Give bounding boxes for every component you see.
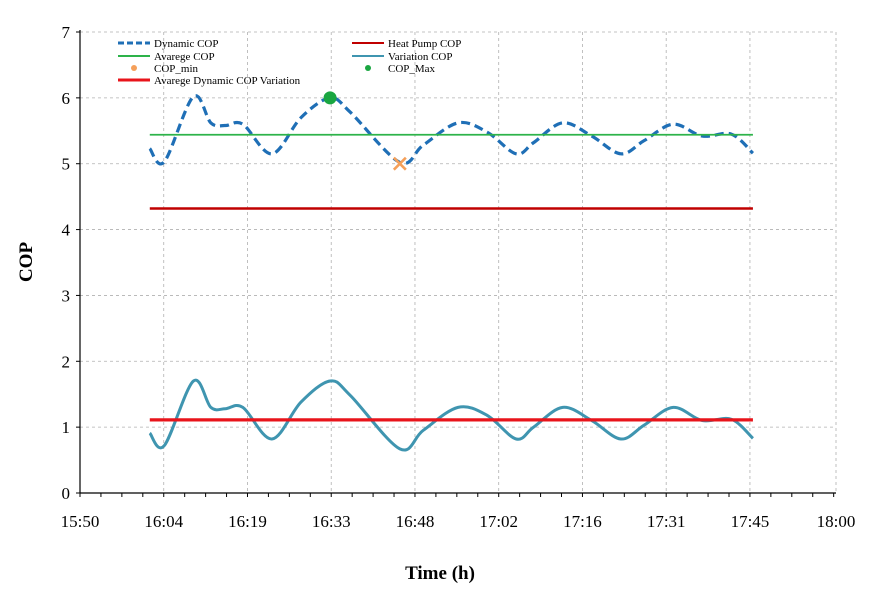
legend-label-avarege-dynamic-cop-variation: Avarege Dynamic COP Variation xyxy=(154,75,301,87)
x-tick-label: 16:48 xyxy=(396,512,435,531)
y-tick-label: 6 xyxy=(62,89,71,108)
y-tick-label: 2 xyxy=(62,352,71,371)
legend-label-cop-max: COP_Max xyxy=(388,63,436,75)
x-tick-label: 16:04 xyxy=(144,512,183,531)
y-tick-label: 4 xyxy=(62,221,71,240)
series-line-variation-cop xyxy=(148,378,754,452)
marker-cop-min-stroke xyxy=(392,156,407,171)
x-tick-label: 16:33 xyxy=(312,512,351,531)
axes: 0 1 2 3 4 5 6 7 15:50 16:04 16:19 16:33 16:48 17:02 17… xyxy=(61,23,856,531)
x-tick-label: 17:16 xyxy=(563,512,602,531)
legend-label-cop-min: COP_min xyxy=(154,63,199,75)
marker-cop-min xyxy=(392,156,407,171)
y-tick-label: 7 xyxy=(62,23,71,42)
markers-group xyxy=(323,91,407,171)
y-tick-label: 5 xyxy=(62,155,71,174)
x-tick-label: 18:00 xyxy=(817,512,856,531)
x-axis-label: Time (h) xyxy=(405,563,475,584)
legend-label-heat-pump-cop: Heat Pump COP xyxy=(388,38,461,50)
series-group xyxy=(148,94,755,452)
x-tick-label: 17:02 xyxy=(479,512,518,531)
marker-cop-max xyxy=(323,91,337,105)
legend-label-variation-cop: Variation COP xyxy=(388,51,452,63)
legend-swatch-cop-min xyxy=(131,65,137,71)
x-tick-label: 17:31 xyxy=(647,512,686,531)
legend-label-dynamic-cop: Dynamic COP xyxy=(154,38,218,50)
y-tick-label: 1 xyxy=(62,418,71,437)
y-tick-label: 3 xyxy=(62,286,71,305)
x-tick-label: 17:45 xyxy=(731,512,770,531)
grid-lines xyxy=(80,31,837,493)
y-axis-label: COP xyxy=(16,242,37,283)
legend: Dynamic COP Heat Pump COP Avarege COP Varia… xyxy=(118,38,461,87)
x-tick-label: 16:19 xyxy=(228,512,267,531)
legend-label-avarege-cop: Avarege COP xyxy=(154,51,215,63)
y-tick-label: 0 xyxy=(62,484,71,503)
x-tick-label: 15:50 xyxy=(61,512,100,531)
series-line-dynamic-cop xyxy=(148,94,755,166)
legend-swatch-cop-max xyxy=(365,65,371,71)
